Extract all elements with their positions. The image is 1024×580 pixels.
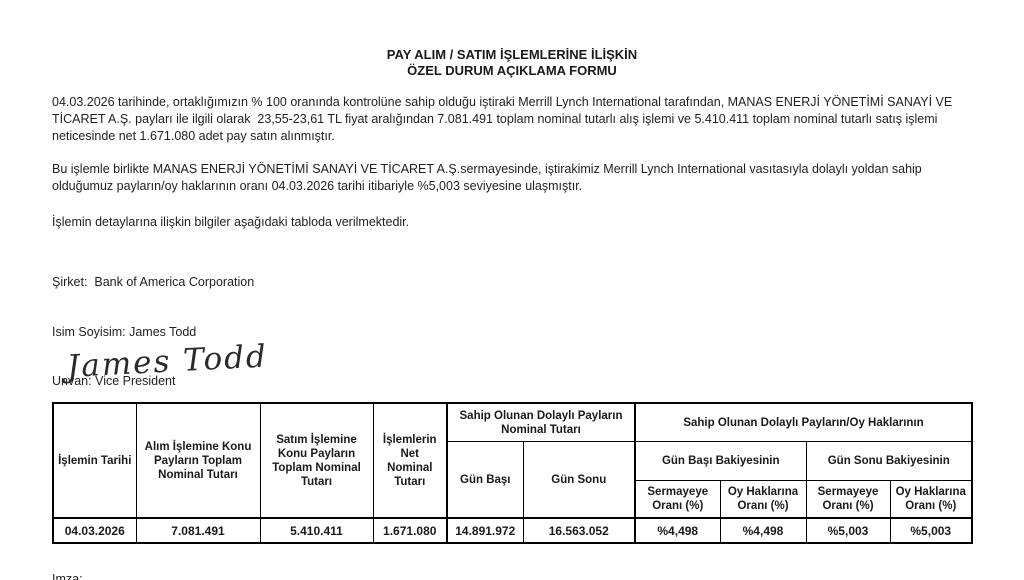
form-title: PAY ALIM / SATIM İŞLEMLERİNE İLİŞKİN ÖZE…	[0, 47, 1024, 79]
table-data-row: 04.03.2026 7.081.491 5.410.411 1.671.080…	[52, 517, 973, 544]
signature-label: Imza:	[52, 572, 83, 580]
cell-islem-tarihi: 04.03.2026	[52, 517, 137, 544]
cell-oy-orani-basi: %4,498	[719, 517, 807, 544]
form-title-line1: PAY ALIM / SATIM İŞLEMLERİNE İLİŞKİN	[386, 47, 638, 62]
header-alim-nominal: Alım İşlemine Konu Payların Toplam Nomin…	[135, 402, 261, 519]
header-sermaye-orani-basi: Sermayeye Oranı (%)	[634, 480, 721, 519]
header-group-dolayli-oy: Sahip Olunan Dolaylı Payların/Oy Hakları…	[634, 402, 973, 442]
header-sermaye-orani-sonu: Sermayeye Oranı (%)	[805, 480, 891, 519]
header-gun-sonu-bakiyesinin: Gün Sonu Bakiyesinin	[805, 441, 973, 481]
cell-oy-orani-sonu: %5,003	[889, 517, 973, 544]
cell-alim-nominal: 7.081.491	[135, 517, 261, 544]
header-oy-orani-sonu: Oy Haklarına Oranı (%)	[889, 480, 973, 519]
header-islem-tarihi: İşlemin Tarihi	[52, 402, 137, 519]
header-gun-basi-bakiyesinin: Gün Başı Bakiyesinin	[634, 441, 807, 481]
cell-satim-nominal: 5.410.411	[259, 517, 374, 544]
cell-gun-basi: 14.891.972	[446, 517, 524, 544]
cell-net-nominal: 1.671.080	[372, 517, 448, 544]
cell-sermaye-orani-sonu: %5,003	[805, 517, 891, 544]
paragraph-table-intro: İşlemin detaylarına ilişkin bilgiler aşa…	[52, 215, 410, 229]
header-oy-orani-basi: Oy Haklarına Oranı (%)	[719, 480, 807, 519]
contact-name-line: Isim Soyisim: James Todd	[52, 324, 197, 339]
header-satim-nominal: Satım İşlemine Konu Payların Toplam Nomi…	[259, 402, 374, 519]
header-net-nominal: İşlemlerin Net Nominal Tutarı	[372, 402, 448, 519]
paragraph-transaction-summary: 04.03.2026 tarihinde, ortaklığımızın % 1…	[52, 95, 956, 143]
header-group-dolayli-nominal: Sahip Olunan Dolaylı Payların Nominal Tu…	[446, 402, 636, 442]
cell-gun-sonu: 16.563.052	[522, 517, 636, 544]
contact-company-line: Şirket: Bank of America Corporation	[52, 275, 255, 289]
contact-title-line: Unvan: Vice President	[52, 374, 176, 388]
header-gun-basi: Gün Başı	[446, 441, 524, 519]
paragraph-ownership-ratio: Bu işlemle birlikte MANAS ENERJİ YÖNETİM…	[52, 162, 926, 193]
disclosure-table: İşlemin Tarihi Alım İşlemine Konu Paylar…	[52, 402, 973, 544]
cell-sermaye-orani-basi: %4,498	[634, 517, 721, 544]
form-title-line2: ÖZEL DURUM AÇIKLAMA FORMU	[407, 63, 617, 78]
header-gun-sonu: Gün Sonu	[522, 441, 636, 519]
